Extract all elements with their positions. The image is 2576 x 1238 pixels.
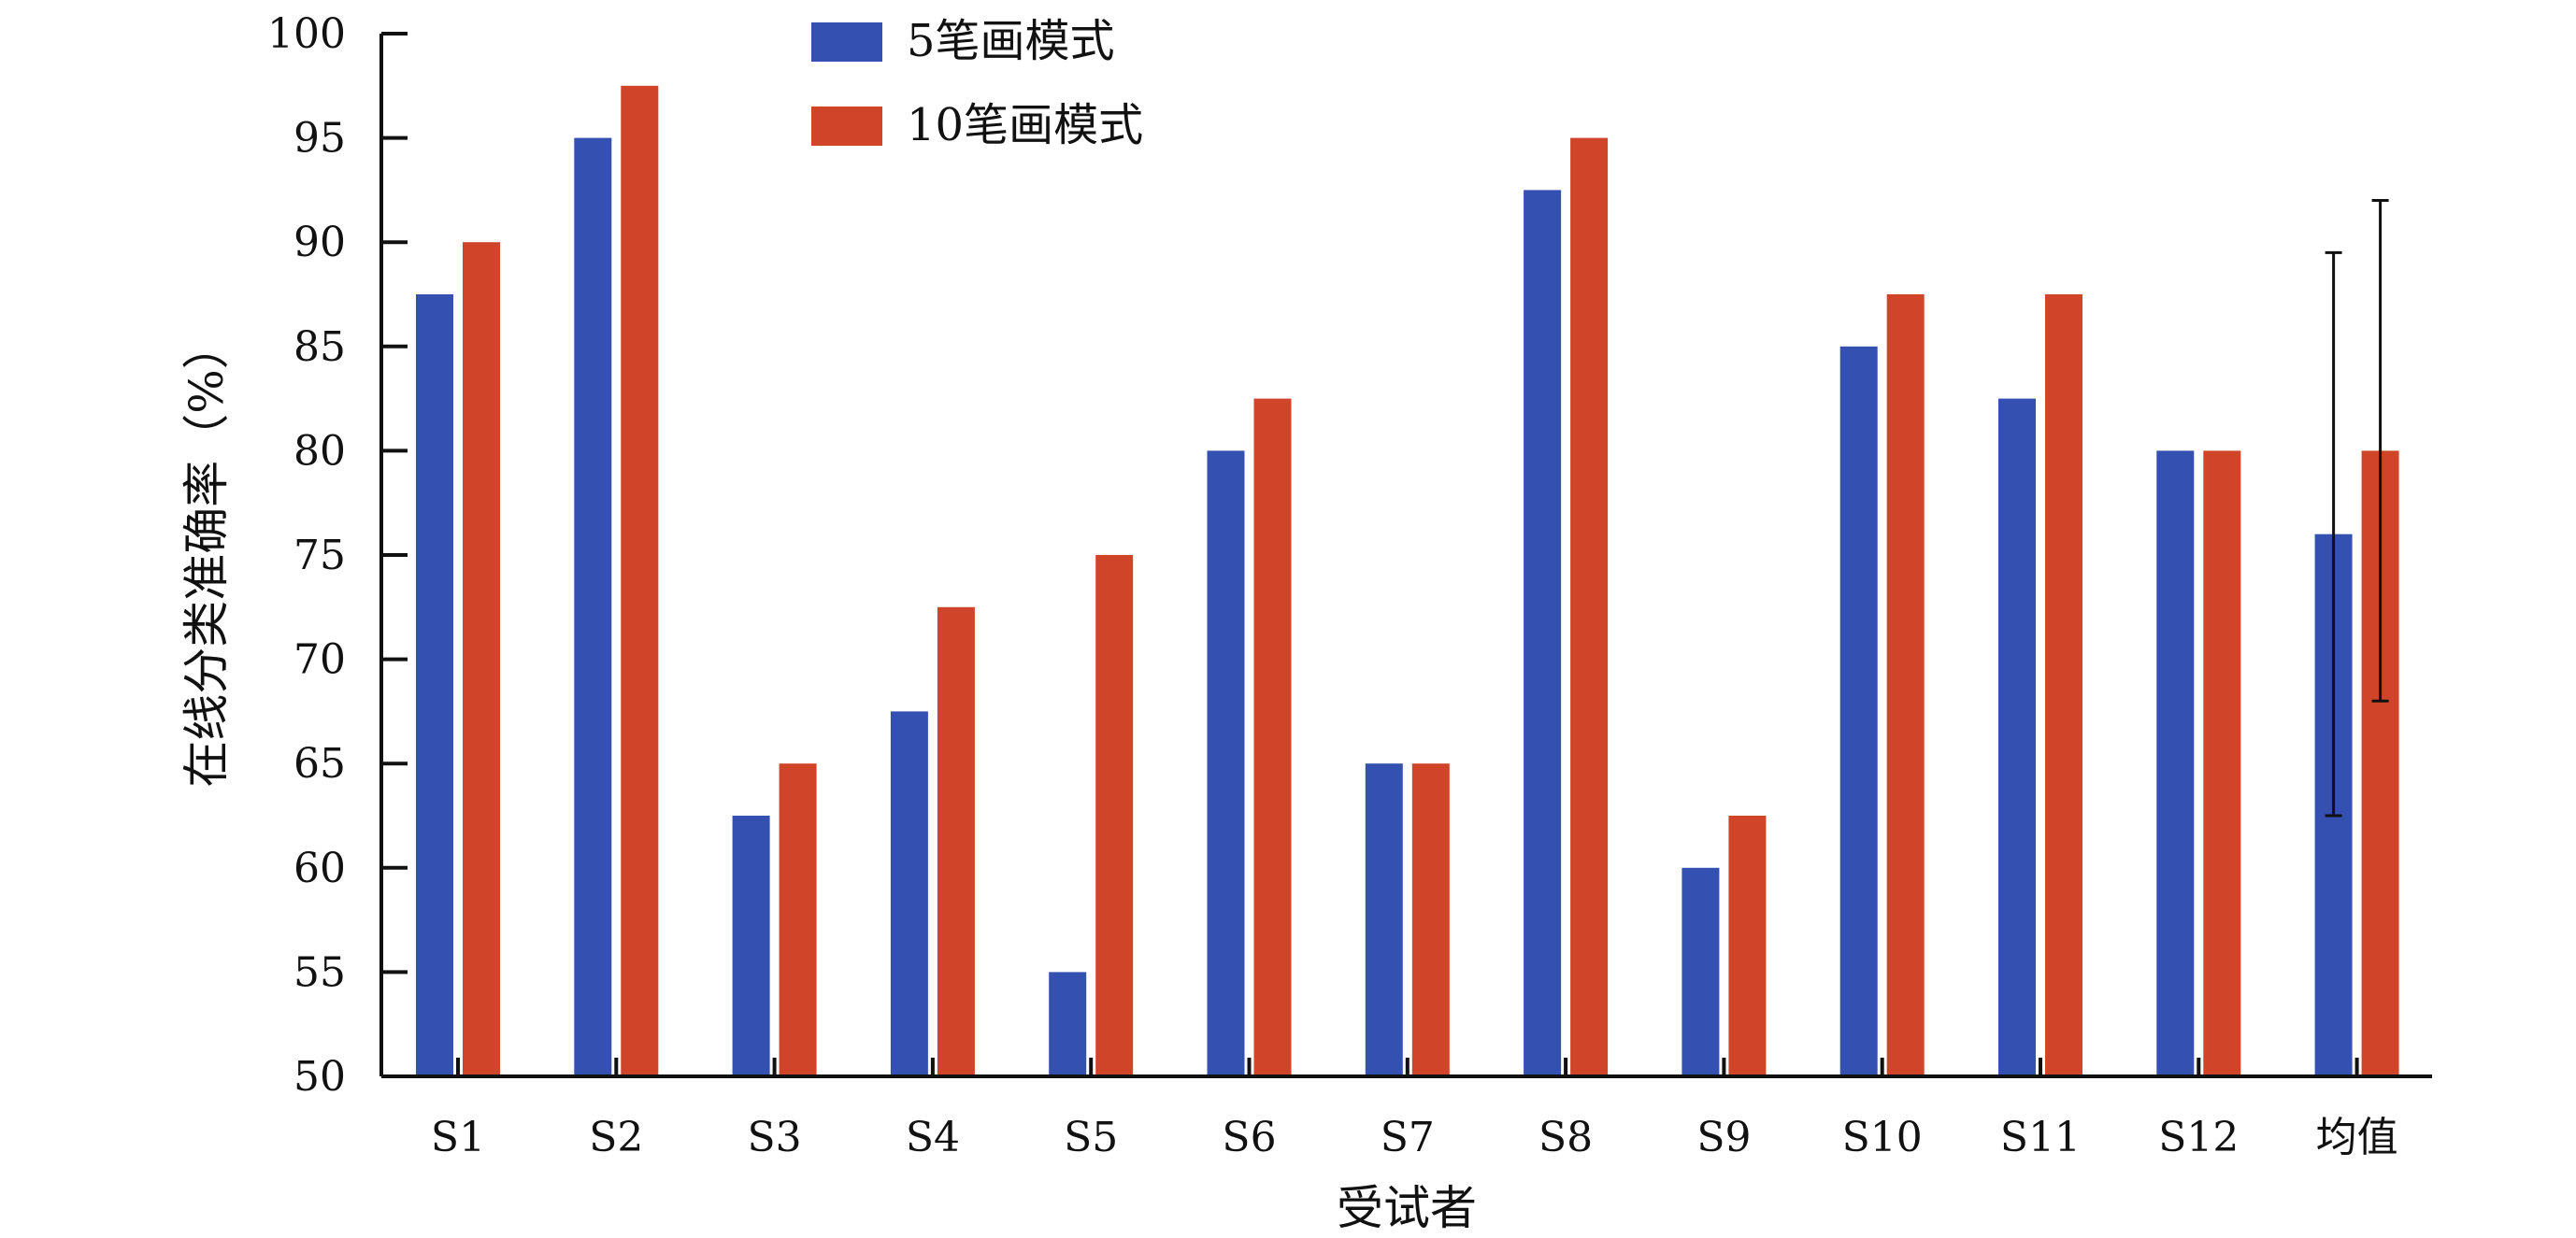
y-tick-label: 90	[293, 219, 346, 266]
bar-5-stroke-s1	[416, 294, 453, 1076]
bar-10-stroke-s2	[621, 85, 659, 1076]
x-tick-label: 均值	[2316, 1114, 2398, 1161]
x-tick-label: S6	[1222, 1114, 1276, 1161]
legend-label-10-stroke: 10笔画模式	[907, 99, 1143, 151]
x-tick-label: S2	[589, 1114, 643, 1161]
bar-10-stroke-s1	[463, 242, 500, 1076]
x-tick-label: S9	[1696, 1114, 1751, 1161]
x-tick-label: S7	[1381, 1114, 1435, 1161]
bar-5-stroke-s5	[1049, 972, 1087, 1076]
x-tick-label: S12	[2158, 1114, 2239, 1161]
error-bars-group	[2325, 199, 2389, 818]
bar-10-stroke-s9	[1728, 816, 1767, 1076]
bar-5-stroke-s12	[2156, 450, 2195, 1076]
bar-5-stroke-s2	[574, 137, 612, 1077]
bar-10-stroke-s6	[1253, 398, 1292, 1077]
bar-10-stroke-s7	[1411, 763, 1450, 1076]
bar-5-stroke-s6	[1207, 450, 1245, 1076]
y-tick-label: 55	[293, 948, 346, 996]
y-tick-label: 70	[293, 636, 346, 684]
y-tick-label: 60	[293, 845, 346, 892]
y-tick-label: 75	[293, 532, 346, 579]
legend-swatch-10-stroke	[811, 107, 882, 146]
legend-swatch-5-stroke	[811, 22, 882, 62]
bar-10-stroke-s4	[937, 606, 975, 1076]
legend-label-5-stroke: 5笔画模式	[907, 15, 1115, 67]
bar-5-stroke-s7	[1365, 763, 1403, 1076]
bar-5-stroke-s10	[1839, 346, 1878, 1076]
y-tick-label: 50	[293, 1053, 346, 1101]
x-tick-label: S5	[1064, 1114, 1118, 1161]
y-tick-label: 95	[293, 115, 346, 163]
x-ticks-group: S1 S2 S3 S4 S5 S6 S7 S8 S9 S10 S11 S12 均值	[431, 1058, 2398, 1161]
x-tick-label: S3	[748, 1114, 802, 1161]
x-axis-title: 受试者	[1337, 1181, 1477, 1235]
bar-10-stroke-s12	[2203, 450, 2241, 1076]
x-tick-label: S11	[2000, 1114, 2081, 1161]
x-tick-label: S1	[431, 1114, 485, 1161]
bar-10-stroke-s3	[779, 763, 817, 1076]
y-tick-label: 80	[293, 427, 346, 475]
y-tick-label: 65	[293, 740, 346, 788]
y-tick-label: 85	[293, 323, 346, 371]
bars-group	[416, 85, 2399, 1077]
bar-5-stroke-s8	[1524, 190, 1562, 1076]
legend: 5笔画模式 10笔画模式	[811, 15, 1143, 151]
bar-5-stroke-s9	[1682, 867, 1720, 1076]
x-tick-label: S8	[1538, 1114, 1593, 1161]
y-tick-label: 100	[267, 10, 346, 58]
bar-10-stroke-s11	[2045, 294, 2082, 1076]
bar-5-stroke-s3	[732, 816, 770, 1076]
x-tick-label: S4	[906, 1114, 960, 1161]
axes-group	[379, 34, 2432, 1078]
bar-10-stroke-s10	[1886, 294, 1925, 1076]
y-axis-title: 在线分类准确率（%）	[179, 322, 234, 788]
x-tick-label: S10	[1842, 1114, 1923, 1161]
y-ticks-group: 50 55 60 65 70 75 80 85 90 95 100	[267, 10, 408, 1101]
bar-10-stroke-s5	[1095, 555, 1134, 1076]
bar-5-stroke-s11	[1998, 398, 2036, 1077]
bar-5-stroke-s4	[890, 711, 928, 1076]
bar-10-stroke-s8	[1570, 137, 1609, 1077]
